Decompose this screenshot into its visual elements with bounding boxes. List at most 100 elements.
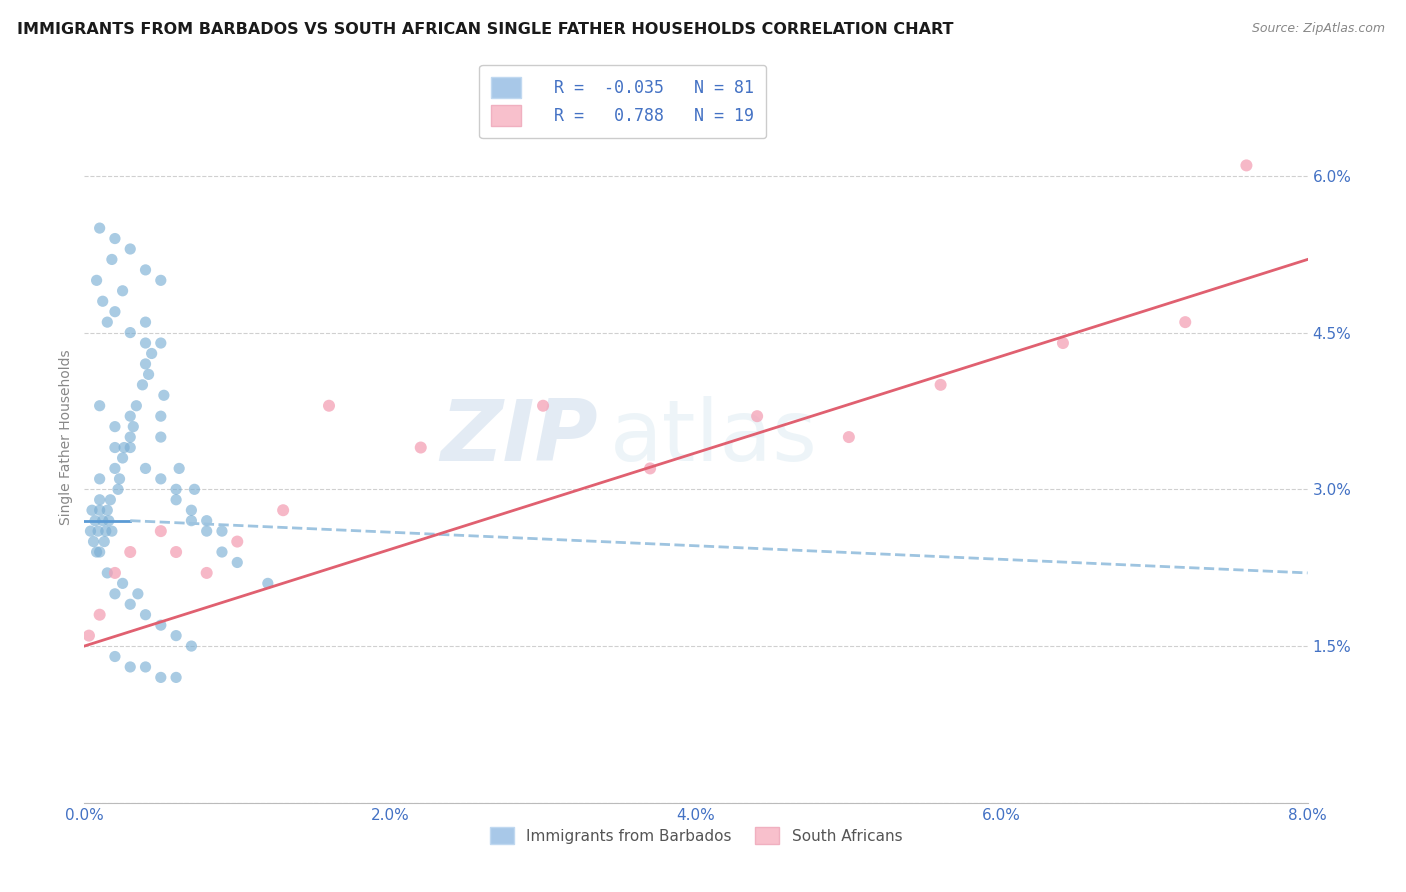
Point <box>97 514 120 528</box>
Point <box>271 503 294 517</box>
Point <box>104 231 127 245</box>
Point <box>104 461 127 475</box>
Point <box>180 503 202 517</box>
Point <box>180 514 202 528</box>
Point <box>86 545 108 559</box>
Point <box>91 514 114 528</box>
Point <box>165 483 187 497</box>
Point <box>149 430 172 444</box>
Point <box>638 461 661 475</box>
Point <box>211 524 233 538</box>
Point <box>89 472 111 486</box>
Point <box>120 430 142 444</box>
Point <box>96 566 118 580</box>
Text: Source: ZipAtlas.com: Source: ZipAtlas.com <box>1251 22 1385 36</box>
Point <box>104 304 127 318</box>
Point <box>195 524 218 538</box>
Point <box>747 409 769 424</box>
Point <box>120 409 142 424</box>
Point <box>183 483 205 497</box>
Point <box>80 503 103 517</box>
Point <box>96 503 118 517</box>
Point <box>89 399 111 413</box>
Point <box>79 524 101 538</box>
Point <box>149 524 172 538</box>
Point <box>94 524 117 538</box>
Point <box>120 545 142 559</box>
Point <box>195 566 218 580</box>
Point <box>135 461 157 475</box>
Point <box>101 524 124 538</box>
Point <box>1174 315 1197 329</box>
Point <box>89 492 111 507</box>
Point <box>1236 158 1258 172</box>
Point <box>120 441 142 455</box>
Y-axis label: Single Father Households: Single Father Households <box>59 350 73 524</box>
Point <box>138 368 160 382</box>
Point <box>89 607 111 622</box>
Point <box>141 346 163 360</box>
Point <box>107 483 129 497</box>
Point <box>409 441 432 455</box>
Point <box>77 629 100 643</box>
Point <box>111 450 134 465</box>
Point <box>149 670 172 684</box>
Point <box>838 430 860 444</box>
Text: atlas: atlas <box>610 395 818 479</box>
Point <box>131 377 153 392</box>
Point <box>91 294 114 309</box>
Point <box>211 545 233 559</box>
Point <box>89 503 111 517</box>
Point <box>89 221 111 235</box>
Point <box>101 252 124 267</box>
Point <box>108 472 131 486</box>
Point <box>104 587 127 601</box>
Point <box>165 670 187 684</box>
Point <box>89 545 111 559</box>
Point <box>149 618 172 632</box>
Point <box>1052 336 1074 351</box>
Point <box>120 660 142 674</box>
Point <box>531 399 554 413</box>
Point <box>104 441 127 455</box>
Point <box>122 419 145 434</box>
Point <box>120 326 142 340</box>
Point <box>111 284 134 298</box>
Point <box>83 534 105 549</box>
Point <box>135 315 157 329</box>
Point <box>165 629 187 643</box>
Point <box>125 399 148 413</box>
Point <box>165 545 187 559</box>
Point <box>167 461 190 475</box>
Point <box>93 534 115 549</box>
Point <box>149 273 172 287</box>
Point <box>86 273 108 287</box>
Point <box>318 399 340 413</box>
Point <box>96 315 118 329</box>
Point <box>226 534 249 549</box>
Point <box>104 419 127 434</box>
Point <box>257 576 280 591</box>
Point <box>180 639 202 653</box>
Point <box>87 524 110 538</box>
Point <box>226 556 249 570</box>
Point <box>135 336 157 351</box>
Point <box>149 409 172 424</box>
Point <box>104 649 127 664</box>
Point <box>195 514 218 528</box>
Point <box>120 242 142 256</box>
Point <box>135 607 157 622</box>
Point <box>120 597 142 611</box>
Point <box>112 441 135 455</box>
Point <box>127 587 149 601</box>
Point <box>135 357 157 371</box>
Point <box>149 472 172 486</box>
Point <box>165 492 187 507</box>
Point <box>135 660 157 674</box>
Point <box>929 377 952 392</box>
Text: IMMIGRANTS FROM BARBADOS VS SOUTH AFRICAN SINGLE FATHER HOUSEHOLDS CORRELATION C: IMMIGRANTS FROM BARBADOS VS SOUTH AFRICA… <box>17 22 953 37</box>
Point <box>104 566 127 580</box>
Point <box>135 263 157 277</box>
Point <box>111 576 134 591</box>
Point <box>149 336 172 351</box>
